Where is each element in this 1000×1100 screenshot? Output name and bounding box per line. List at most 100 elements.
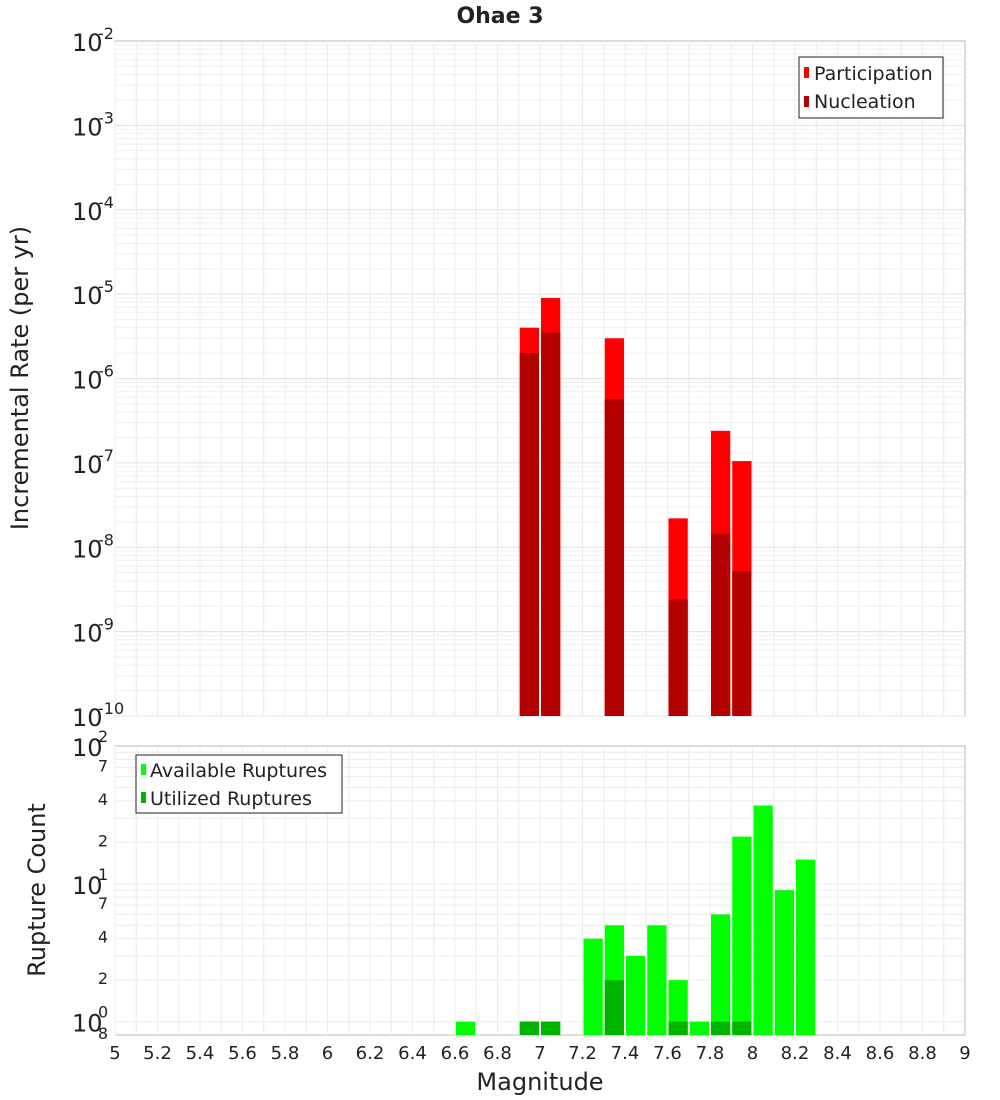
rate-bar-nucleation xyxy=(668,599,688,716)
x-tick-label: 8.2 xyxy=(781,1043,810,1064)
count-bar-available-ruptures xyxy=(583,938,603,1035)
count-y-minor-tick: 4 xyxy=(98,928,108,947)
count-bar-available-ruptures xyxy=(647,925,667,1035)
x-tick-label: 5 xyxy=(109,1043,120,1064)
rate-y-tick-exponent: -3 xyxy=(98,108,114,127)
x-tick-label: 6.6 xyxy=(441,1043,470,1064)
count-y-tick: 100 xyxy=(72,1003,108,1038)
rate-y-axis-label: Incremental Rate (per yr) xyxy=(6,226,34,530)
x-ticks: 5 5.2 5.4 5.6 5.8 6 6.2 6.4 6.6 6.8 7 7.2 7.4 7.6 7.8 8… xyxy=(109,1043,970,1064)
count-bar-utilized-ruptures xyxy=(604,980,624,1035)
count-y-tick-exponent: 1 xyxy=(98,865,108,884)
rate-y-ticks: 10-210-310-410-510-610-710-810-910-10 xyxy=(72,24,124,732)
nucleation-legend-label: Nucleation xyxy=(814,91,916,113)
rate-bar-nucleation xyxy=(519,353,539,716)
x-tick-label: 9 xyxy=(959,1043,970,1064)
count-y-tick-exponent: 0 xyxy=(98,1003,108,1022)
rate-y-tick: 10-4 xyxy=(72,193,114,226)
count-y-tick-exponent: 2 xyxy=(98,727,108,746)
count-y-tick-base: 10 xyxy=(72,872,103,900)
rate-legend-box xyxy=(798,56,944,119)
nucleation-swatch xyxy=(804,96,809,107)
rate-grid xyxy=(114,41,965,717)
rate-y-tick: 10-10 xyxy=(72,699,124,732)
count-y-minor-tick: 4 xyxy=(98,790,108,809)
rate-y-tick: 10-2 xyxy=(72,24,114,57)
rate-y-tick-exponent: -8 xyxy=(98,530,114,549)
rate-y-tick-base: 10 xyxy=(72,198,103,226)
x-tick-label: 5.6 xyxy=(228,1043,257,1064)
rate-legend: Participation Nucleation xyxy=(798,56,944,119)
count-legend: Available Ruptures Utilized Ruptures xyxy=(135,754,343,814)
x-tick-label: 5.8 xyxy=(271,1043,300,1064)
count-y-minor-tick: 7 xyxy=(98,894,108,913)
count-bar-utilized-ruptures xyxy=(541,1021,561,1035)
rate-y-tick-exponent: -7 xyxy=(98,446,114,465)
count-y-tick: 101 xyxy=(72,865,108,900)
participation-legend-label: Participation xyxy=(814,63,933,85)
count-y-minor-tick: 7 xyxy=(98,756,108,775)
rate-y-tick: 10-7 xyxy=(72,446,114,479)
x-tick-label: 8.4 xyxy=(823,1043,852,1064)
count-y-tick: 102 xyxy=(72,727,108,762)
x-tick-label: 5.4 xyxy=(186,1043,215,1064)
count-bar-available-ruptures xyxy=(753,805,773,1035)
rate-y-tick-exponent: -6 xyxy=(98,362,114,381)
x-tick-label: 8.6 xyxy=(866,1043,895,1064)
x-tick-label: 6 xyxy=(322,1043,333,1064)
rate-y-tick: 10-9 xyxy=(72,615,114,648)
count-bar-available-ruptures xyxy=(668,980,688,1035)
rate-y-tick-base: 10 xyxy=(72,451,103,479)
x-tick-label: 8 xyxy=(747,1043,758,1064)
rate-bar-nucleation xyxy=(711,533,731,716)
count-bar-available-ruptures xyxy=(732,836,752,1035)
rate-y-tick: 10-6 xyxy=(72,362,114,395)
count-y-tick-base: 10 xyxy=(72,734,103,762)
count-y-axis-label: Rupture Count xyxy=(23,803,51,977)
count-bar-available-ruptures xyxy=(456,1021,476,1035)
rate-y-tick: 10-3 xyxy=(72,108,114,141)
count-bar-utilized-ruptures xyxy=(519,1021,539,1035)
count-y-minor-tick: 2 xyxy=(98,969,108,988)
rate-y-tick-exponent: -2 xyxy=(98,24,114,43)
x-tick-label: 6.4 xyxy=(398,1043,427,1064)
rate-y-tick-exponent: -4 xyxy=(98,193,114,212)
x-tick-label: 6.2 xyxy=(356,1043,385,1064)
rate-bar-nucleation xyxy=(732,571,752,716)
count-bar-available-ruptures xyxy=(796,859,816,1035)
x-tick-label: 6.8 xyxy=(483,1043,512,1064)
x-tick-label: 7.6 xyxy=(653,1043,682,1064)
rate-y-tick-base: 10 xyxy=(72,367,103,395)
rate-bar-nucleation xyxy=(541,332,561,716)
chart-title: Ohae 3 xyxy=(456,4,543,29)
count-bar-available-ruptures xyxy=(774,890,794,1035)
rate-y-tick-base: 10 xyxy=(72,29,103,57)
rate-y-tick-base: 10 xyxy=(72,704,103,732)
utilized-legend-label: Utilized Ruptures xyxy=(150,788,312,810)
rate-y-tick-exponent: -9 xyxy=(98,615,114,634)
rate-y-tick-base: 10 xyxy=(72,113,103,141)
rate-panel: 10-210-310-410-510-610-710-810-910-10 In… xyxy=(6,24,966,732)
x-tick-label: 7.8 xyxy=(696,1043,725,1064)
x-tick-label: 7.2 xyxy=(568,1043,597,1064)
x-tick-label: 5.2 xyxy=(143,1043,172,1064)
rate-bar-nucleation xyxy=(604,399,624,716)
x-tick-label: 7.4 xyxy=(611,1043,640,1064)
utilized-swatch xyxy=(141,792,146,803)
count-bar-available-ruptures xyxy=(711,914,731,1035)
available-swatch xyxy=(141,764,146,775)
rate-y-tick-base: 10 xyxy=(72,535,103,563)
count-y-minor-tick: 2 xyxy=(98,831,108,850)
count-bar-available-ruptures xyxy=(626,955,646,1035)
available-legend-label: Available Ruptures xyxy=(150,760,327,782)
rate-y-tick-exponent: -10 xyxy=(98,699,124,718)
rate-y-tick: 10-8 xyxy=(72,530,114,563)
rate-y-tick-base: 10 xyxy=(72,620,103,648)
count-y-tick-base: 10 xyxy=(72,1010,103,1038)
rate-bars xyxy=(519,297,752,716)
participation-swatch xyxy=(804,67,809,78)
rate-y-tick-exponent: -5 xyxy=(98,277,114,296)
